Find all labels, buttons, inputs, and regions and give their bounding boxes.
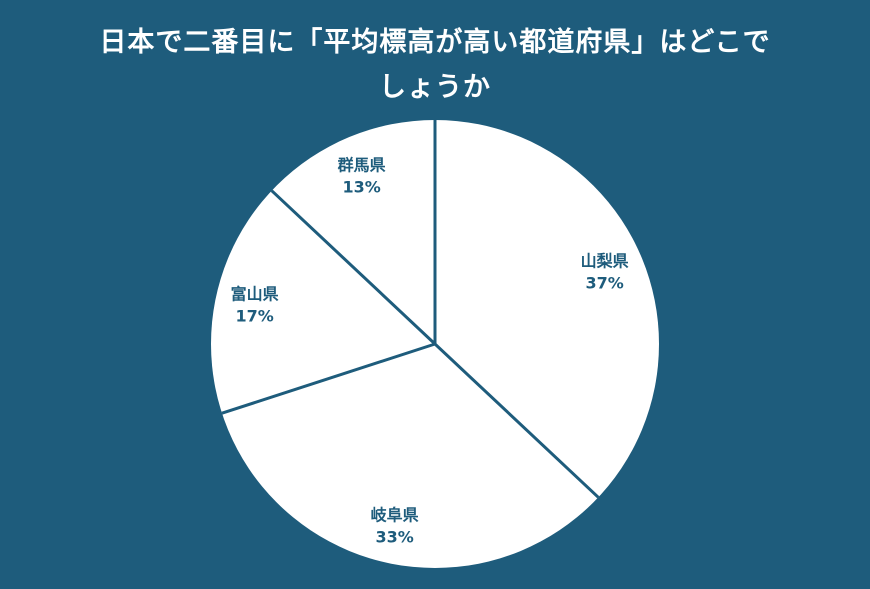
pie-slice-label: 群馬県 13% xyxy=(338,155,386,196)
pie-divider xyxy=(433,342,600,499)
pie-slice-label: 岐阜県 33% xyxy=(371,505,419,546)
pie-slice-label: 山梨県 37% xyxy=(581,252,629,293)
pie-slice-label: 富山県 17% xyxy=(231,285,279,326)
pie-divider xyxy=(221,342,436,415)
chart-title-line2: しょうか xyxy=(379,72,491,103)
pie-divider xyxy=(270,189,437,346)
chart-title: 日本で二番目に「平均標高が高い都道府県」はどこで しょうか xyxy=(0,20,870,110)
chart-title-line1: 日本で二番目に「平均標高が高い都道府県」はどこで xyxy=(99,27,771,58)
